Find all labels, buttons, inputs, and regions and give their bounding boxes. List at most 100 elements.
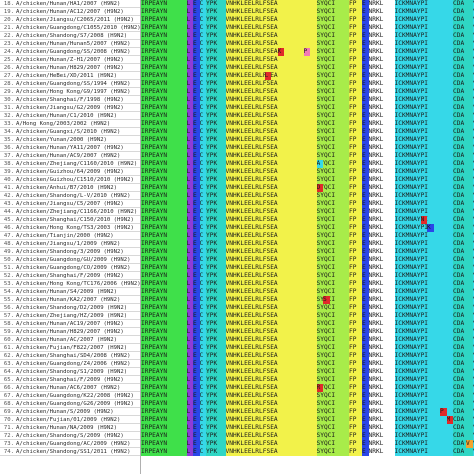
sequence-label[interactable]: 72. A/chicken/Shandong/S/2009 (H9N2)	[0, 432, 140, 440]
sequence-label[interactable]: 63. A/chicken/Guangdong/Z4/2006 (H9N2)	[0, 360, 140, 368]
sequence-label[interactable]: 34. A/chicken/Guangxi/S/2010 (H9N2)	[0, 128, 140, 136]
sequence-label[interactable]: 50. A/chicken/Guangdong/GU/2009 (H9N2)	[0, 256, 140, 264]
sequence-label[interactable]: 26. A/chicken/Hunan/H829/2007 (H9N2)	[0, 64, 140, 72]
sequence-label[interactable]: 62. A/chicken/Shanghai/SD4/2008 (H9N2)	[0, 352, 140, 360]
sequence-label[interactable]: 43. A/chicken/Jiangsu/C5/2007 (H9N2)	[0, 200, 140, 208]
sequence-label[interactable]: 21. A/chicken/Guangdong/C1055/2010 (H9N2)	[0, 24, 140, 32]
sequence-label[interactable]: 61. A/chicken/Fujian/F822/2007 (H9N2)	[0, 344, 140, 352]
sequence-label[interactable]: 46. A/chicken/Hong Kong/TS3/2003 (H9N2)	[0, 224, 140, 232]
sequence-label[interactable]: 44. A/chicken/Zhejiang/C1166/2010 (H9N2)	[0, 208, 140, 216]
sequence-label[interactable]: 73. A/chicken/Guangdong/AC/2009 (H9N2)	[0, 440, 140, 448]
mutation-marker[interactable]: N	[420, 216, 427, 224]
sequence-label[interactable]: 67. A/chicken/Guangdong/K22/2008 (H9N2)	[0, 392, 140, 400]
sequence-label[interactable]: 30. A/chicken/Shanghai/F/1998 (H9N2)	[0, 96, 140, 104]
mutation-marker[interactable]: D	[316, 184, 323, 192]
mutation-marker[interactable]: L	[264, 72, 271, 80]
sequence-label[interactable]: 55. A/chicken/Hunan/KA2/2007 (H9N2)	[0, 296, 140, 304]
mutation-marker[interactable]: K	[427, 224, 434, 232]
sequence-label[interactable]: 65. A/chicken/Shanghai/F/2009 (H9N2)	[0, 376, 140, 384]
sequence-label[interactable]: 33. A/Hong Kong/2003/2002 (H9N2)	[0, 120, 140, 128]
sequence-label[interactable]: 28. A/chicken/Guangdong/SS/1994 (H9N2)	[0, 80, 140, 88]
sequence-name-panel[interactable]: 18. A/chicken/Hunan/HA1/2007 (H9N2) 19. A/c…	[0, 0, 141, 474]
sequence-label[interactable]: 25. A/chicken/Hunan/Z-H1/2007 (H9N2)	[0, 56, 140, 64]
sequence-label[interactable]: 22. A/chicken/Shandong/S7/2008 (H9N2)	[0, 32, 140, 40]
mutation-marker[interactable]: P	[440, 408, 447, 416]
sequence-label[interactable]: 56. A/chicken/Shandong/D2/2009 (H9N2)	[0, 304, 140, 312]
sequence-label[interactable]: 40. A/chicken/Guizhou/C1510/2010 (H9N2)	[0, 176, 140, 184]
sequence-label[interactable]: 38. A/chicken/Zhejiang/C1160/2010 (H9N2)	[0, 160, 140, 168]
sequence-label[interactable]: 35. A/chicken/Yunan/2000 (H9N2)	[0, 136, 140, 144]
sequence-label[interactable]: 39. A/chicken/Guizhou/64/2009 (H9N2)	[0, 168, 140, 176]
sequence-label[interactable]: 70. A/chicken/Fujian/01/2009 (H9N2)	[0, 416, 140, 424]
sequence-label[interactable]: 53. A/chicken/Hong Kong/TC176/2006 (H9N2)	[0, 280, 140, 288]
sequence-label[interactable]: 47. A/chicken/Tianjin/2000 (H9N2)	[0, 232, 140, 240]
sequence-label[interactable]: 48. A/chicken/Jiangsu/1/2009 (H9N2)	[0, 240, 140, 248]
sequence-label[interactable]: 45. A/chicken/Shanghai/C150/2010 (H9N2)	[0, 216, 140, 224]
sequence-label[interactable]: 19. A/chicken/Hunan/AC12/2007 (H9N2)	[0, 8, 140, 16]
sequence-label[interactable]: 60. A/chicken/Hunan/AC/2007 (H9N2)	[0, 336, 140, 344]
sequence-label[interactable]: 74. A/chicken/Shandong/SS1/2011 (H9N2)	[0, 448, 140, 456]
sequence-label[interactable]: 31. A/chicken/Jiangsu/G2/2009 (H9N2)	[0, 104, 140, 112]
sequence-label[interactable]: 23. A/chicken/Hunan/Hunan5/2007 (H9N2)	[0, 40, 140, 48]
sequence-label[interactable]: 51. A/chicken/Guangdong/CO/2009 (H9N2)	[0, 264, 140, 272]
sequence-label[interactable]: 18. A/chicken/Hunan/HA1/2007 (H9N2)	[0, 0, 140, 8]
sequence-label[interactable]: 54. A/chicken/Hunan/S4/2009 (H9N2)	[0, 288, 140, 296]
sequence-label[interactable]: 24. A/chicken/Guangdong/SS/2008 (H9N2)	[0, 48, 140, 56]
mutation-marker[interactable]: R	[316, 384, 323, 392]
sequence-label[interactable]: 68. A/chicken/Guangdong/G26/2009 (H9N2)	[0, 400, 140, 408]
sequence-label[interactable]: 32. A/chicken/Hunan/C1/2010 (H9N2)	[0, 112, 140, 120]
sequence-label[interactable]: 49. A/chicken/Shandong/3/2009 (H9N2)	[0, 248, 140, 256]
mutation-marker[interactable]: S	[323, 296, 330, 304]
sequence-label[interactable]: 57. A/chicken/Zhejiang/HZ/2009 (H9N2)	[0, 312, 140, 320]
sequence-label[interactable]: 42. A/chicken/Shandong/L-V/2010 (H9N2)	[0, 192, 140, 200]
sequence-label[interactable]: 69. A/chicken/Hunan/S/2009 (H9N2)	[0, 408, 140, 416]
alignment-row[interactable]: IRPEAYNLECYPKVNHKLEELRLFSEASYQCIFPENRKLI…	[141, 296, 474, 304]
mutation-marker[interactable]: K	[277, 48, 284, 56]
